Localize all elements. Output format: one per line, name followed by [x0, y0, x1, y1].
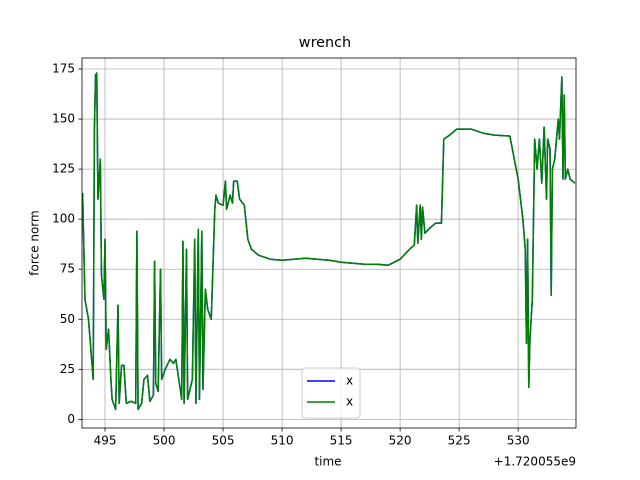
x-tick-label: 525: [448, 434, 471, 448]
y-tick-label: 75: [60, 262, 75, 276]
y-tick-label: 100: [52, 212, 75, 226]
x-tick-label: 515: [330, 434, 353, 448]
x-tick-label: 530: [507, 434, 530, 448]
y-axis-label: force norm: [28, 210, 42, 275]
y-tick-label: 0: [67, 412, 75, 426]
data-line: [82, 72, 576, 411]
data-line: [82, 72, 576, 411]
x-offset-label: +1.720055e9: [494, 455, 576, 469]
x-tick-label: 495: [94, 434, 117, 448]
plot-frame: [81, 57, 577, 429]
chart-title: wrench: [299, 35, 351, 51]
y-tick-label: 25: [60, 362, 75, 376]
legend-label: x: [346, 374, 353, 388]
y-tick-label: 150: [52, 112, 75, 126]
legend: xx: [301, 367, 361, 419]
y-tick-label: 50: [60, 312, 75, 326]
x-tick-label: 505: [212, 434, 235, 448]
y-tick-label: 175: [52, 62, 75, 76]
x-tick-label: 510: [271, 434, 294, 448]
x-axis-label: time: [314, 455, 341, 469]
y-tick-label: 125: [52, 162, 75, 176]
x-tick-label: 520: [389, 434, 412, 448]
x-tick-label: 500: [153, 434, 176, 448]
legend-label: x: [346, 395, 353, 409]
